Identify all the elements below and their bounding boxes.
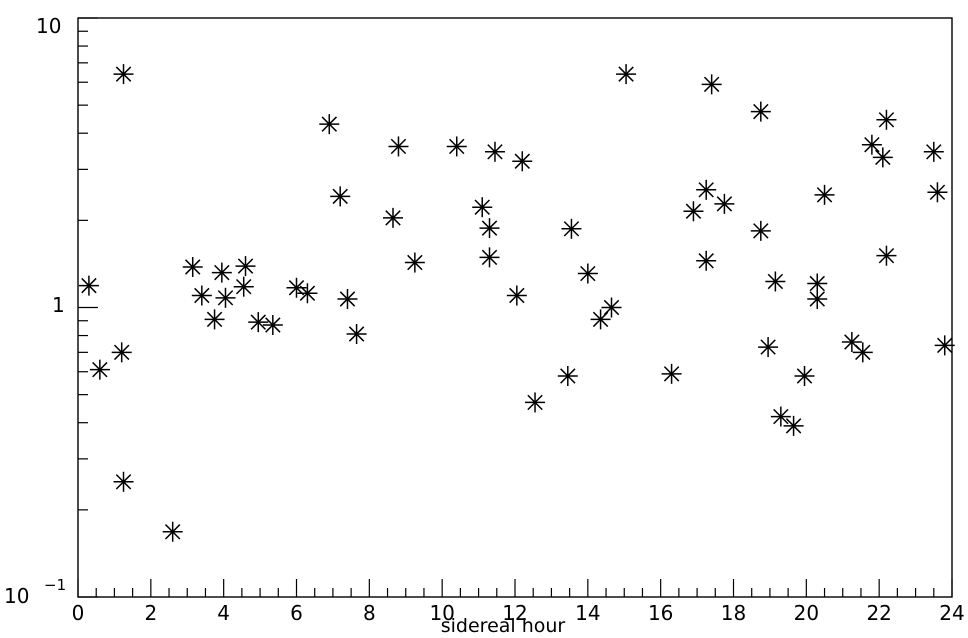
data-point: [876, 109, 897, 130]
data-point: [211, 262, 232, 283]
x-tick-label: 8: [363, 601, 376, 625]
x-axis-tick-labels: 0 2 4 6 8 10 12 14 16 18 20 22 24: [72, 601, 965, 625]
data-point: [557, 365, 578, 386]
data-point: [876, 245, 897, 266]
data-point: [701, 74, 722, 95]
data-point: [346, 323, 367, 344]
data-point: [78, 275, 99, 296]
data-point: [601, 297, 622, 318]
data-point: [248, 312, 269, 333]
y-tick-label-bottom-base: 10: [4, 584, 29, 608]
data-point: [683, 201, 704, 222]
data-point: [506, 285, 527, 306]
data-point: [934, 335, 955, 356]
data-point: [841, 332, 862, 353]
data-point: [696, 179, 717, 200]
x-tick-label: 20: [794, 601, 819, 625]
x-tick-label: 4: [217, 601, 230, 625]
data-point: [479, 218, 500, 239]
data-point: [472, 197, 493, 218]
data-point: [852, 342, 873, 363]
data-points: [78, 64, 955, 542]
data-point: [923, 141, 944, 162]
x-tick-label: 24: [939, 601, 964, 625]
data-point: [286, 277, 307, 298]
data-point: [927, 182, 948, 203]
data-point: [714, 193, 735, 214]
data-point: [577, 263, 598, 284]
data-point: [872, 147, 893, 168]
data-point: [807, 273, 828, 294]
y-tick-label-top: 10: [36, 14, 61, 38]
data-point: [484, 141, 505, 162]
data-point: [479, 247, 500, 268]
data-point: [215, 287, 236, 308]
data-point: [696, 250, 717, 271]
x-tick-label: 14: [575, 601, 600, 625]
x-tick-label: 16: [648, 601, 673, 625]
data-point: [182, 257, 203, 278]
data-point: [191, 285, 212, 306]
data-point: [783, 415, 804, 436]
x-tick-label: 6: [290, 601, 303, 625]
data-point: [262, 315, 283, 336]
data-point: [319, 114, 340, 135]
y-tick-label-mid: 1: [52, 293, 65, 317]
y-tick-label-bottom-exponent: −1: [44, 576, 66, 594]
data-point: [89, 359, 110, 380]
data-point: [561, 218, 582, 239]
data-point: [337, 288, 358, 309]
data-point: [297, 283, 318, 304]
data-point: [235, 256, 256, 277]
data-point: [758, 337, 779, 358]
data-point: [794, 365, 815, 386]
data-point: [383, 207, 404, 228]
data-point: [113, 471, 134, 492]
x-axis-title: sidereal hour: [441, 615, 566, 637]
data-point: [525, 392, 546, 413]
data-point: [446, 136, 467, 157]
data-point: [814, 184, 835, 205]
data-point: [404, 252, 425, 273]
data-point: [233, 276, 254, 297]
data-point: [113, 64, 134, 85]
x-tick-label: 18: [721, 601, 746, 625]
x-axis-ticks: [77, 579, 953, 597]
data-point: [861, 134, 882, 155]
x-tick-label: 0: [72, 601, 85, 625]
y-axis-tick-labels: 10 1 10 −1: [4, 14, 66, 608]
data-point: [750, 101, 771, 122]
data-point: [661, 363, 682, 384]
data-point: [512, 151, 533, 172]
x-tick-label: 22: [866, 601, 891, 625]
x-tick-label: 10: [429, 601, 454, 625]
data-point: [765, 271, 786, 292]
y-axis-ticks: [78, 17, 98, 598]
x-tick-label: 12: [502, 601, 527, 625]
data-point: [162, 521, 183, 542]
data-point: [770, 406, 791, 427]
data-point: [204, 309, 225, 330]
x-tick-label: 2: [144, 601, 157, 625]
data-point: [616, 64, 637, 85]
data-point: [330, 186, 351, 207]
data-point: [750, 220, 771, 241]
data-point: [388, 136, 409, 157]
data-point: [111, 342, 132, 363]
plot-frame: [77, 17, 953, 598]
